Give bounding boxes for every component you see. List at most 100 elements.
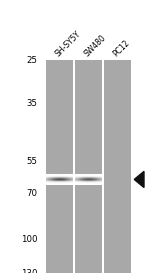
Bar [76, 178, 77, 179]
Bar [59, 180, 60, 181]
Bar [96, 184, 97, 185]
Bar [60, 175, 61, 176]
Bar [91, 184, 92, 185]
Bar [81, 176, 82, 177]
Bar [59, 181, 60, 182]
Bar [53, 175, 54, 176]
Bar [88, 180, 89, 181]
Bar [68, 183, 69, 184]
Bar [58, 175, 59, 176]
Bar [84, 180, 85, 181]
Bar [51, 183, 52, 184]
Bar [61, 178, 62, 179]
Bar [69, 176, 70, 177]
Bar [59, 179, 60, 180]
Bar [89, 183, 90, 184]
Bar [99, 174, 100, 175]
Bar [70, 183, 71, 184]
Bar [51, 177, 52, 178]
Bar [60, 179, 61, 180]
Bar [69, 180, 70, 181]
Bar [53, 176, 54, 177]
Bar [67, 184, 68, 185]
Bar [82, 178, 83, 179]
Bar [61, 183, 62, 184]
Bar [76, 180, 77, 181]
Bar [56, 182, 57, 183]
Bar [50, 183, 51, 184]
Bar [52, 174, 53, 175]
Bar [51, 180, 52, 181]
Bar [63, 181, 64, 182]
Bar [55, 183, 56, 184]
Bar [83, 179, 84, 180]
Bar [94, 179, 95, 180]
Bar [51, 174, 52, 175]
Bar [61, 183, 62, 184]
Bar [58, 177, 59, 178]
Bar [77, 174, 78, 175]
Bar [95, 180, 96, 181]
Bar [64, 182, 65, 183]
Bar [80, 179, 81, 180]
Bar [77, 182, 78, 183]
Bar [98, 183, 99, 184]
Bar [90, 182, 91, 183]
Bar [60, 176, 61, 177]
Bar [60, 184, 61, 185]
Bar [48, 182, 49, 183]
Bar [93, 182, 94, 183]
Bar [61, 176, 62, 177]
Bar [97, 184, 98, 185]
Bar [76, 175, 77, 176]
Bar [59, 182, 60, 183]
Bar [81, 174, 82, 175]
Bar [86, 184, 87, 185]
Bar [100, 179, 101, 180]
Bar [82, 174, 83, 175]
Bar [85, 175, 86, 176]
Bar [67, 176, 68, 177]
Bar [79, 174, 80, 175]
Bar [84, 179, 85, 180]
Bar [89, 184, 90, 185]
Bar [101, 180, 102, 181]
Bar [84, 178, 85, 179]
Bar [87, 174, 88, 175]
Bar [89, 182, 90, 183]
Bar [96, 176, 97, 177]
Bar [63, 177, 64, 178]
Bar [46, 178, 47, 179]
Bar [46, 182, 47, 183]
Bar [99, 176, 100, 177]
Bar [65, 179, 66, 180]
Bar [63, 182, 64, 183]
Bar [58, 178, 59, 179]
Bar [96, 180, 97, 181]
Bar [91, 183, 92, 184]
Bar [79, 181, 80, 182]
Bar [81, 182, 82, 183]
Bar [92, 176, 93, 177]
Bar [61, 182, 62, 183]
Bar [65, 178, 66, 179]
Bar [70, 180, 71, 181]
Bar [50, 181, 51, 182]
Bar [47, 179, 48, 180]
Bar [90, 184, 91, 185]
Bar [58, 183, 59, 184]
Bar [46, 181, 47, 182]
Bar [81, 178, 82, 179]
Bar [95, 183, 96, 184]
Bar [69, 175, 70, 176]
Bar [61, 179, 62, 180]
Bar [65, 174, 66, 175]
Bar [50, 180, 51, 181]
Bar [52, 182, 53, 183]
Bar [57, 183, 58, 184]
Bar [72, 182, 73, 183]
Bar [60, 177, 61, 178]
Polygon shape [134, 171, 144, 188]
Bar [94, 176, 95, 177]
Bar [90, 183, 91, 184]
